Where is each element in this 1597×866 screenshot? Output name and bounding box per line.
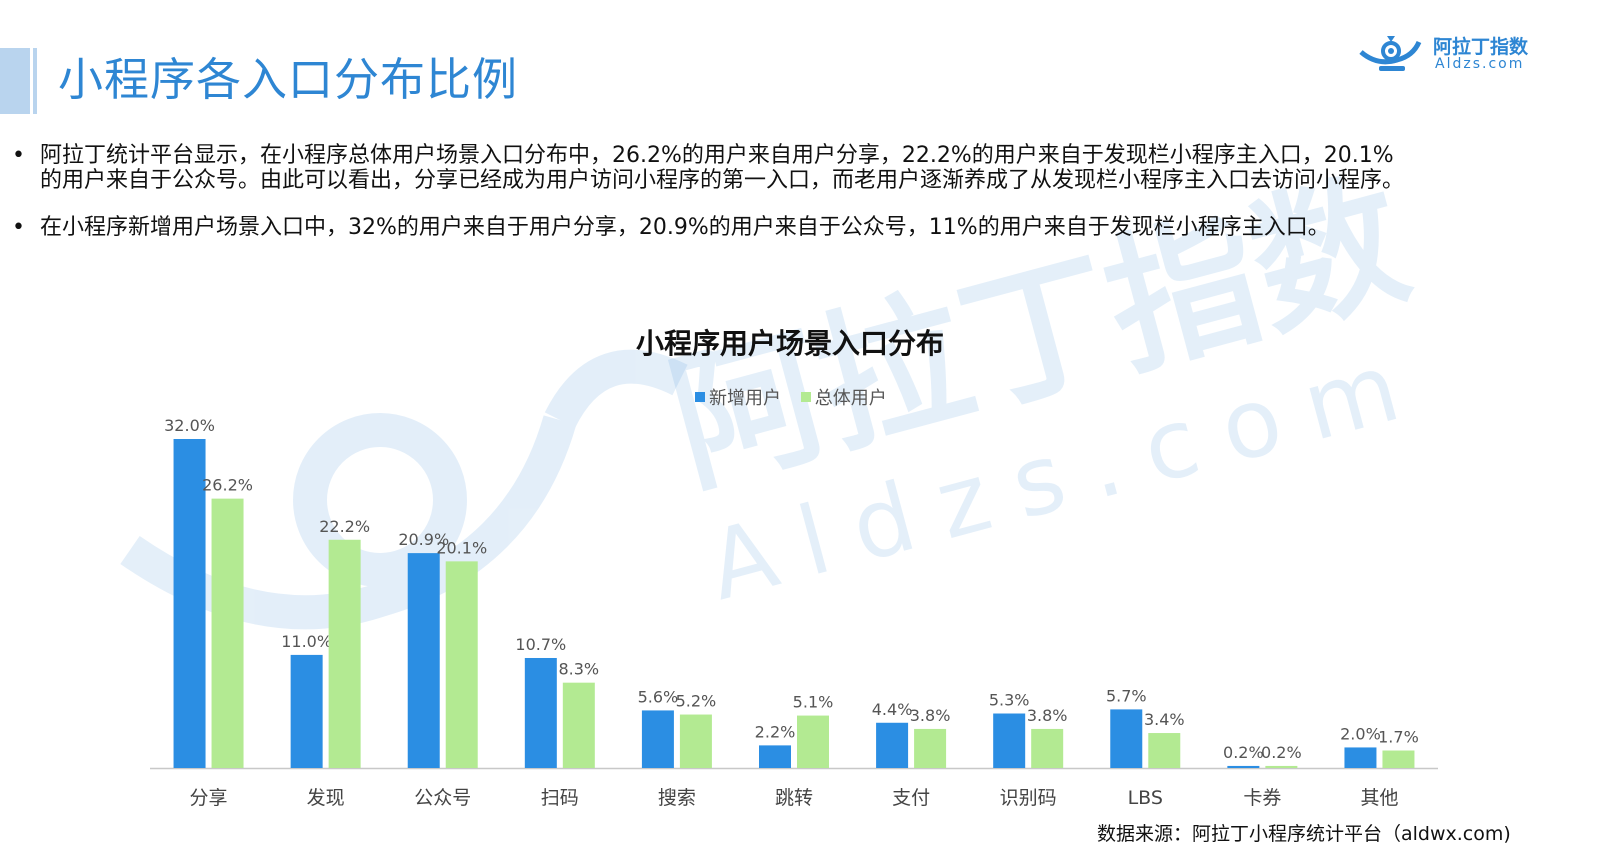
logo-name: 阿拉丁指数 (1433, 36, 1529, 58)
bar-new (290, 654, 323, 768)
data-label: 32.0% (164, 416, 215, 435)
data-label: 3.4% (1144, 710, 1185, 729)
x-tick-label: 公众号 (414, 787, 471, 809)
x-tick-label: 搜索 (658, 787, 696, 809)
bar-total (562, 682, 595, 768)
bar-total (1148, 733, 1181, 768)
bar-total (211, 498, 244, 768)
data-label: 0.2% (1261, 743, 1302, 762)
x-tick-label: 扫码 (541, 787, 579, 809)
bar-new (173, 439, 206, 768)
data-source: 数据来源：阿拉丁小程序统计平台（aldwx.com) (1097, 823, 1511, 845)
bar-new (524, 657, 557, 768)
bar-new (993, 713, 1026, 768)
data-label: 3.8% (1027, 706, 1068, 725)
lamp-logo-icon (120, 349, 688, 630)
legend-label-total: 总体用户 (814, 388, 887, 409)
bullet-item: • 阿拉丁统计平台显示，在小程序总体用户场景入口分布中，26.2%的用户来自用户… (12, 143, 1412, 193)
bar-total (328, 539, 361, 768)
legend-item-total-users: 总体用户 (800, 384, 887, 410)
bar-new (1227, 765, 1260, 768)
data-label: 0.2% (1223, 743, 1264, 762)
data-label: 20.9% (398, 530, 449, 549)
bar-new (876, 722, 909, 768)
data-label: 22.2% (319, 517, 370, 536)
bar-new (759, 745, 791, 768)
bullet-dot: • (12, 215, 25, 240)
legend-swatch-total (800, 392, 811, 402)
data-label: 26.2% (202, 476, 253, 495)
data-label: 2.2% (755, 722, 796, 741)
bullet-text: 阿拉丁统计平台显示，在小程序总体用户场景入口分布中，26.2%的用户来自用户分享… (40, 143, 1405, 193)
chart-title: 小程序用户场景入口分布 (635, 327, 944, 360)
page-title: 小程序各入口分布比例 (58, 53, 519, 106)
bullet-item: • 在小程序新增用户场景入口中，32%的用户来自于用户分享，20.9%的用户来自… (12, 215, 1412, 240)
data-label: 5.6% (638, 687, 679, 706)
data-label: 1.7% (1378, 728, 1419, 747)
brand-logo: 阿拉丁指数 Aldzs.com (1357, 32, 1547, 74)
chart-legend: 新增用户 总体用户 (695, 384, 901, 410)
lamp-icon (1359, 36, 1422, 71)
bar-total (1031, 728, 1064, 768)
data-label: 8.3% (558, 660, 599, 679)
x-tick-label: 分享 (190, 787, 228, 809)
title-accent-stripe (33, 48, 37, 114)
data-label: 2.0% (1340, 724, 1381, 743)
legend-swatch-new (695, 392, 705, 402)
bar-new (1344, 747, 1377, 768)
data-label: 5.2% (676, 692, 717, 711)
x-tick-label: 支付 (892, 787, 930, 809)
data-label: 10.7% (515, 635, 566, 654)
data-label: 5.7% (1106, 686, 1147, 705)
bullet-text: 在小程序新增用户场景入口中，32%的用户来自于用户分享，20.9%的用户来自于公… (40, 215, 1330, 240)
bar-total (1382, 750, 1415, 768)
data-label: 5.1% (793, 693, 834, 712)
bar-new (407, 553, 440, 768)
x-tick-label: LBS (1128, 787, 1163, 809)
x-tick-label: 其他 (1360, 787, 1398, 809)
data-label: 20.1% (436, 538, 487, 557)
summary-bullets: • 阿拉丁统计平台显示，在小程序总体用户场景入口分布中，26.2%的用户来自用户… (12, 143, 1412, 262)
x-tick-label: 跳转 (775, 787, 813, 809)
bullet-dot: • (12, 143, 25, 168)
bar-total (1265, 765, 1298, 768)
bar-total (914, 728, 947, 768)
bar-total (797, 715, 829, 768)
bar-new (1110, 709, 1143, 768)
bar-new (641, 710, 674, 768)
bar-total (679, 714, 712, 768)
data-label: 4.4% (872, 700, 913, 719)
data-label: 3.8% (910, 706, 951, 725)
x-tick-label: 卡券 (1243, 787, 1281, 809)
logo-domain: Aldzs.com (1435, 56, 1525, 72)
x-tick-label: 识别码 (1000, 787, 1057, 809)
x-tick-label: 发现 (307, 787, 345, 809)
legend-item-new-users: 新增用户 (695, 384, 781, 410)
title-accent-bar (0, 48, 30, 114)
data-label: 5.3% (989, 691, 1030, 710)
data-label: 11.0% (281, 632, 332, 651)
bar-total (445, 561, 478, 768)
legend-label-new: 新增用户 (709, 388, 781, 409)
